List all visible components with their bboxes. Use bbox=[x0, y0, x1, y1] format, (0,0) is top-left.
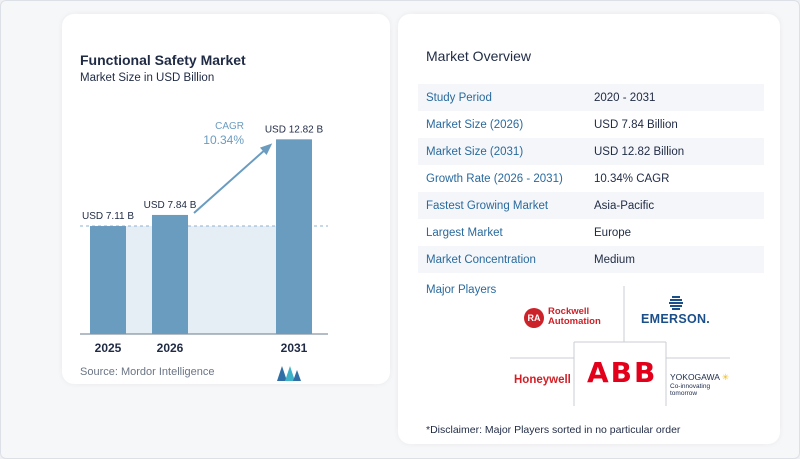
cagr-value: 10.34% bbox=[203, 133, 244, 147]
overview-row: Market Concentration Medium bbox=[418, 246, 764, 273]
overview-table: Study Period 2020 - 2031 Market Size (20… bbox=[418, 84, 764, 273]
overview-row: Study Period 2020 - 2031 bbox=[418, 84, 764, 111]
row-value: 2020 - 2031 bbox=[594, 91, 656, 104]
mordor-logo-icon bbox=[277, 366, 301, 381]
market-overview-card: Market Overview Study Period 2020 - 2031… bbox=[398, 14, 780, 444]
baseline-shade bbox=[126, 226, 276, 334]
row-label: Growth Rate (2026 - 2031) bbox=[426, 172, 563, 185]
row-value: USD 12.82 Billion bbox=[594, 145, 685, 158]
row-label: Market Concentration bbox=[426, 253, 536, 266]
overview-row: Largest Market Europe bbox=[418, 219, 764, 246]
emerson-mark-icon bbox=[669, 296, 683, 310]
logo-grid-lines bbox=[510, 286, 730, 406]
row-value: 10.34% CAGR bbox=[594, 172, 670, 185]
overview-row: Fastest Growing Market Asia-Pacific bbox=[418, 192, 764, 219]
chart-title: Functional Safety Market bbox=[80, 52, 246, 68]
row-label: Study Period bbox=[426, 91, 492, 104]
cagr-label: CAGR bbox=[215, 121, 244, 132]
row-label: Fastest Growing Market bbox=[426, 199, 549, 212]
row-value: Medium bbox=[594, 253, 635, 266]
overview-title: Market Overview bbox=[426, 48, 532, 64]
emerson-text: EMERSON. bbox=[641, 312, 711, 326]
rockwell-line1: Rockwell bbox=[548, 306, 590, 317]
row-value: Asia-Pacific bbox=[594, 199, 655, 212]
overview-row: Growth Rate (2026 - 2031) 10.34% CAGR bbox=[418, 165, 764, 192]
value-label-2025: USD 7.11 B bbox=[82, 211, 134, 222]
row-value: USD 7.84 Billion bbox=[594, 118, 678, 131]
cagr-arrowhead bbox=[259, 143, 273, 156]
row-label: Market Size (2031) bbox=[426, 145, 524, 158]
overview-row: Market Size (2026) USD 7.84 Billion bbox=[418, 111, 764, 138]
yokogawa-logo: YOKOGAWA ✳ Co-innovating tomorrow bbox=[670, 372, 734, 397]
yokogawa-star-icon: ✳ bbox=[721, 372, 729, 382]
honeywell-logo: Honeywell bbox=[514, 374, 571, 386]
row-value: Europe bbox=[594, 226, 632, 239]
row-label: Market Size (2026) bbox=[426, 118, 524, 131]
bar-chart: USD 7.11 B USD 7.84 B USD 12.82 B 2025 2026… bbox=[80, 121, 328, 355]
overview-row: Market Size (2031) USD 12.82 Billion bbox=[418, 138, 764, 165]
tick-label-2031: 2031 bbox=[281, 341, 308, 355]
yokogawa-text: YOKOGAWA bbox=[670, 372, 720, 382]
disclaimer: *Disclaimer: Major Players sorted in no … bbox=[426, 424, 681, 436]
bar-2026 bbox=[152, 214, 188, 334]
row-label: Largest Market bbox=[426, 226, 503, 239]
value-label-2031: USD 12.82 B bbox=[265, 124, 324, 135]
rockwell-line2: Automation bbox=[548, 316, 601, 327]
chart-subtitle: Market Size in USD Billion bbox=[80, 72, 215, 84]
cagr-arrow bbox=[193, 144, 271, 214]
tick-label-2025: 2025 bbox=[95, 341, 122, 355]
emerson-logo: EMERSON. bbox=[641, 296, 721, 332]
source-note: Source: Mordor Intelligence bbox=[80, 366, 215, 378]
major-players-logos: RA Rockwell Automation EMERSON. Honeywel… bbox=[494, 286, 734, 406]
value-label-2026: USD 7.84 B bbox=[144, 200, 197, 211]
yokogawa-tagline: Co-innovating tomorrow bbox=[670, 383, 711, 397]
abb-logo: ABB bbox=[587, 356, 658, 389]
rockwell-badge-icon: RA bbox=[524, 308, 544, 328]
chart-card: Functional Safety Market Market Size in … bbox=[62, 14, 390, 384]
bar-2025 bbox=[90, 226, 126, 334]
tick-label-2026: 2026 bbox=[157, 341, 184, 355]
bar-2031 bbox=[276, 139, 312, 334]
major-players-title: Major Players bbox=[426, 284, 497, 296]
